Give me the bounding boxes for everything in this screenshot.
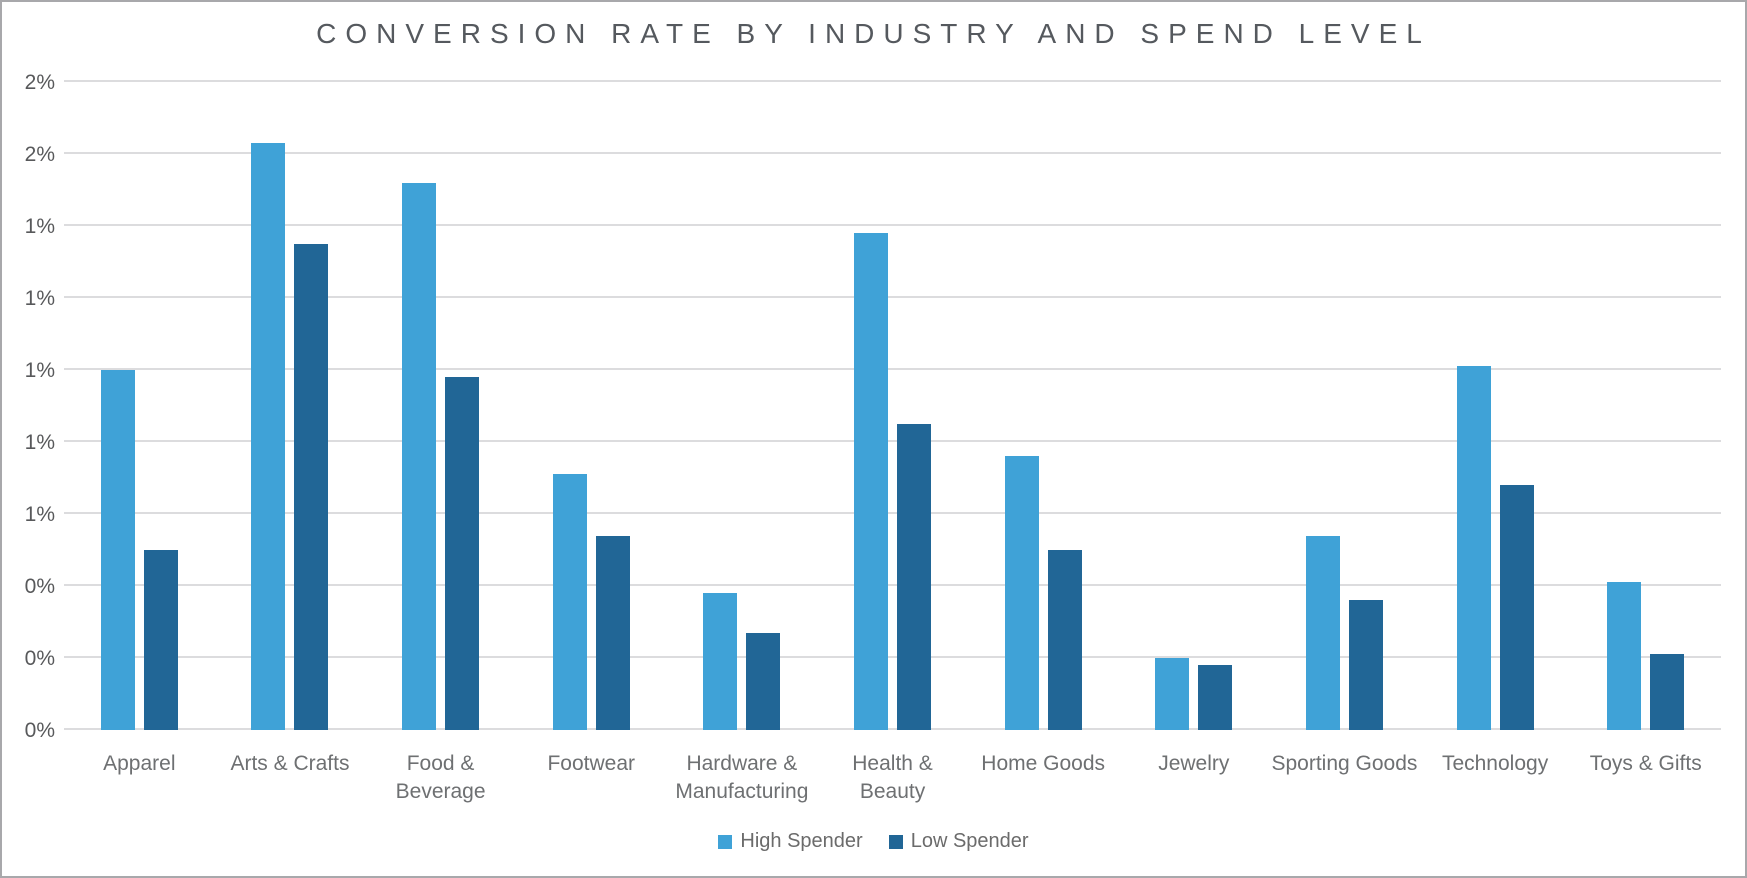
x-axis-category-label: Health & Beauty xyxy=(852,752,933,803)
gridline xyxy=(64,368,1721,370)
y-axis-tick-label: 2% xyxy=(24,143,55,166)
gridline xyxy=(64,656,1721,658)
x-axis-category-label: Apparel xyxy=(103,752,176,775)
legend-item-high-spender[interactable]: High Spender xyxy=(718,830,863,853)
gridline xyxy=(64,728,1721,730)
y-axis-tick-label: 1% xyxy=(24,359,55,382)
x-axis-category-label: Sporting Goods xyxy=(1271,752,1418,775)
bar-low-spender[interactable] xyxy=(1650,654,1685,730)
bar-high-spender[interactable] xyxy=(1155,658,1190,730)
bar-low-spender[interactable] xyxy=(595,535,630,730)
x-axis-category-label: Toys & Gifts xyxy=(1589,752,1702,775)
bar-group xyxy=(516,82,667,730)
x-axis-category-label: Home Goods xyxy=(981,752,1106,775)
bar-low-spender[interactable] xyxy=(294,244,329,730)
bar-group xyxy=(365,82,516,730)
bar-group xyxy=(1420,82,1571,730)
bar-low-spender[interactable] xyxy=(445,377,480,730)
bar-high-spender[interactable] xyxy=(854,233,889,730)
y-axis-tick-label: 1% xyxy=(24,215,55,238)
bar-low-spender[interactable] xyxy=(1348,600,1383,730)
y-axis-tick-label: 1% xyxy=(24,503,55,526)
x-axis-category-label: Footwear xyxy=(547,752,636,775)
bar-low-spender[interactable] xyxy=(1499,485,1534,730)
bar-high-spender[interactable] xyxy=(100,370,135,730)
gridline xyxy=(64,584,1721,586)
bar-low-spender[interactable] xyxy=(746,632,781,730)
bar-high-spender[interactable] xyxy=(1607,582,1642,730)
low-spender-swatch-icon xyxy=(888,834,903,849)
y-axis-tick-label: 0% xyxy=(24,719,55,742)
gridline xyxy=(64,296,1721,298)
bar-group xyxy=(215,82,366,730)
x-axis-category-label: Arts & Crafts xyxy=(230,752,350,775)
bar-high-spender[interactable] xyxy=(703,593,738,730)
bar-group xyxy=(968,82,1119,730)
high-spender-swatch-icon xyxy=(718,834,733,849)
legend-item-low-spender[interactable]: Low Spender xyxy=(888,830,1029,853)
bar-group xyxy=(667,82,818,730)
bar-high-spender[interactable] xyxy=(1305,535,1340,730)
legend-label-high-spender: High Spender xyxy=(740,830,863,852)
bar-high-spender[interactable] xyxy=(251,143,286,730)
bar-groups xyxy=(64,82,1721,730)
bar-high-spender[interactable] xyxy=(1456,366,1491,730)
bar-high-spender[interactable] xyxy=(552,474,587,730)
gridline xyxy=(64,80,1721,82)
x-axis-labels: Apparel Arts & Crafts Food & Beverage Footw… xyxy=(64,750,1721,806)
bar-high-spender[interactable] xyxy=(1004,456,1039,730)
y-axis-tick-label: 0% xyxy=(24,575,55,598)
plot-area: 0% 0% 0% 1% 1% 1% 1% 1% 2% 2% xyxy=(25,71,1721,742)
bar-group xyxy=(64,82,215,730)
bar-low-spender[interactable] xyxy=(897,424,932,730)
bar-low-spender[interactable] xyxy=(143,550,178,730)
y-axis-tick-label: 0% xyxy=(24,647,55,670)
legend: High Spender Low Spender xyxy=(2,830,1745,853)
gridline xyxy=(64,440,1721,442)
bar-group xyxy=(1118,82,1269,730)
bar-high-spender[interactable] xyxy=(402,182,437,730)
bar-low-spender[interactable] xyxy=(1047,550,1082,730)
gridline xyxy=(64,512,1721,514)
y-axis-tick-label: 2% xyxy=(24,71,55,94)
gridline xyxy=(64,152,1721,154)
x-axis-category-label: Jewelry xyxy=(1158,752,1230,775)
bar-group xyxy=(817,82,968,730)
bar-group xyxy=(1269,82,1420,730)
chart-title: CONVERSION RATE BY INDUSTRY AND SPEND LE… xyxy=(316,18,1431,49)
x-axis-category-label: Food & Beverage xyxy=(395,752,486,803)
bar-low-spender[interactable] xyxy=(1198,665,1233,730)
y-axis-tick-label: 1% xyxy=(24,287,55,310)
x-axis-category-label: Technology xyxy=(1441,752,1549,775)
gridline xyxy=(64,224,1721,226)
x-axis-category-label: Hardware & Manufacturing xyxy=(675,752,809,803)
y-axis-tick-label: 1% xyxy=(24,431,55,454)
bar-group xyxy=(1570,82,1721,730)
legend-label-low-spender: Low Spender xyxy=(910,830,1029,852)
